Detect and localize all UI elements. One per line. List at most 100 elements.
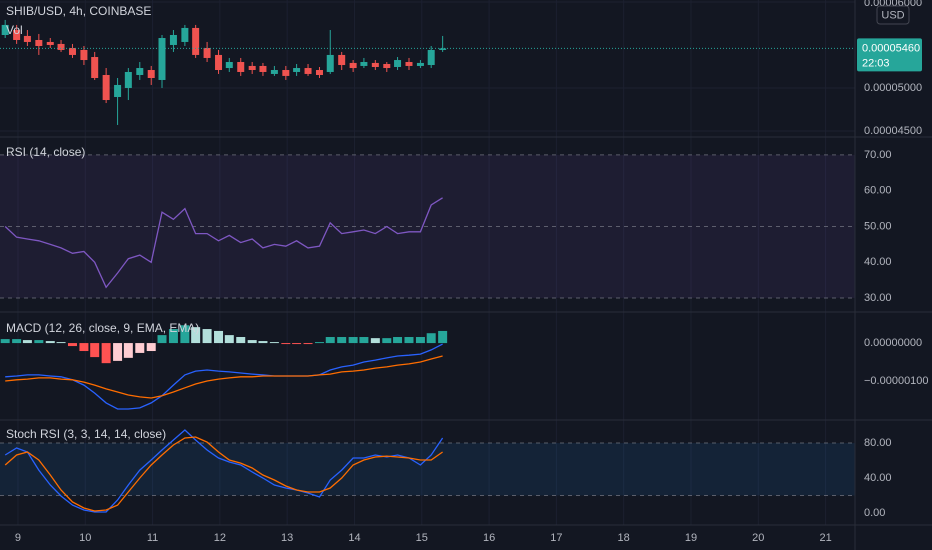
- y-tick-label: 50.00: [864, 220, 892, 232]
- macd-title: MACD (12, 26, close, 9, EMA, EMA): [6, 321, 199, 335]
- histogram-bar: [67, 343, 77, 347]
- x-tick-label: 11: [147, 532, 158, 544]
- x-tick-label: 15: [416, 532, 428, 544]
- candle-body: [215, 54, 223, 71]
- y-tick-label: −0.00000100: [864, 375, 929, 387]
- histogram-bar: [45, 341, 55, 344]
- x-tick-label: 13: [281, 532, 293, 544]
- marks-layer: [0, 19, 855, 513]
- currency-button[interactable]: [876, 5, 910, 25]
- x-tick-label: 10: [79, 532, 91, 544]
- histogram-bar: [393, 337, 403, 344]
- histogram-bar: [224, 335, 234, 344]
- histogram-bar: [168, 329, 178, 344]
- histogram-bar: [79, 343, 89, 352]
- y-tick-label: 40.00: [864, 256, 892, 268]
- histogram-bar: [22, 340, 32, 344]
- histogram-bar: [325, 337, 335, 344]
- histogram-bar: [370, 338, 380, 344]
- histogram-bar: [90, 343, 100, 358]
- x-tick-label: 18: [618, 532, 630, 544]
- histogram-bar: [258, 341, 268, 344]
- symbol-title: SHIB/USD, 4h, COINBASE: [6, 4, 151, 18]
- histogram-bar: [214, 330, 224, 344]
- histogram-bar: [12, 339, 22, 344]
- candle-body: [80, 49, 88, 61]
- histogram-bar: [348, 337, 358, 344]
- candle-body: [35, 39, 43, 47]
- x-tick-label: 20: [752, 532, 764, 544]
- histogram-bar: [34, 340, 44, 344]
- x-tick-label: 9: [15, 532, 21, 544]
- histogram-bar: [404, 337, 414, 344]
- candle-body: [46, 41, 54, 45]
- y-tick-label: 40.00: [864, 472, 892, 484]
- histogram-bar: [281, 343, 291, 345]
- histogram-bar: [314, 342, 324, 344]
- histogram-bar: [292, 343, 302, 345]
- macd-line: [5, 355, 443, 399]
- y-tick-label: 0.00: [864, 507, 885, 519]
- candle-body: [158, 38, 166, 80]
- histogram-bar: [146, 343, 156, 352]
- macd-line: [5, 343, 443, 410]
- candle-body: [13, 30, 21, 40]
- candle-body: [293, 68, 301, 72]
- candle-body: [371, 62, 379, 67]
- y-tick-label: 60.00: [864, 185, 892, 197]
- histogram-bar: [303, 343, 313, 345]
- candle-body: [282, 70, 290, 76]
- indicator-line: [4, 429, 444, 513]
- y-tick-label: 80.00: [864, 437, 892, 449]
- histogram-bar: [123, 343, 133, 358]
- volume-label: Vol: [6, 23, 23, 37]
- indicator-line: [4, 197, 443, 289]
- candle-body: [439, 48, 447, 50]
- currency-label[interactable]: USD: [881, 9, 904, 21]
- histogram-bar: [113, 343, 123, 361]
- candle-body: [304, 68, 312, 74]
- candle-body: [360, 62, 368, 66]
- y-tick-label: 0.00006000: [864, 0, 922, 9]
- x-tick-label: 14: [348, 532, 360, 544]
- candle-body: [192, 27, 200, 55]
- x-tick-label: 16: [483, 532, 495, 544]
- level-band: [0, 443, 855, 496]
- candle-body: [102, 74, 110, 101]
- candle-body: [57, 43, 65, 50]
- candle-body: [326, 54, 334, 72]
- histogram-bar: [56, 342, 66, 344]
- last-price-label: 0.00005460: [862, 42, 920, 54]
- candle-body: [416, 62, 424, 66]
- histogram-bar: [157, 335, 167, 344]
- y-tick-label: 0.00000000: [864, 337, 922, 349]
- candle-body: [248, 65, 256, 71]
- x-tick-label: 12: [214, 532, 226, 544]
- histogram-bar: [0, 339, 10, 344]
- histogram-bar: [426, 333, 436, 344]
- candle-body: [68, 47, 76, 55]
- y-tick-label: 30.00: [864, 292, 892, 304]
- x-tick-label: 21: [819, 532, 831, 544]
- candle-body: [383, 63, 391, 69]
- candle-body: [405, 62, 413, 66]
- x-tick-label: 17: [550, 532, 562, 544]
- candle-body: [114, 84, 122, 98]
- histogram-bar: [135, 343, 145, 353]
- candle-body: [181, 27, 189, 42]
- y-tick-label: 70.00: [864, 149, 892, 161]
- candle-body: [169, 35, 177, 45]
- histogram-bar: [180, 325, 190, 344]
- last-price-box: [857, 38, 922, 72]
- candle-body: [136, 68, 144, 75]
- background-layer: [0, 0, 855, 525]
- candle-body: [315, 70, 323, 75]
- candle-body: [394, 60, 402, 67]
- candle-body: [270, 70, 278, 74]
- candle-body: [259, 65, 267, 72]
- rsi-title: RSI (14, close): [6, 145, 85, 159]
- candle-body: [124, 71, 132, 88]
